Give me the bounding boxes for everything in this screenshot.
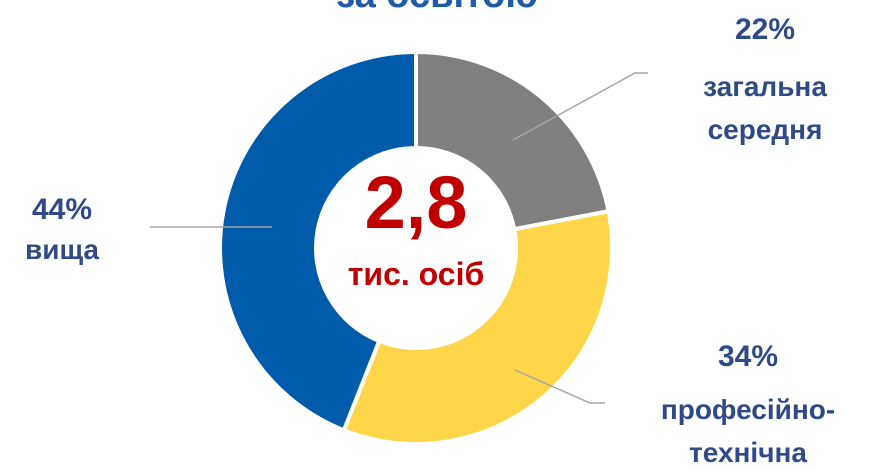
chart-title: за освітою bbox=[0, 0, 874, 17]
center-value: 2,8 bbox=[364, 161, 468, 244]
leader-line bbox=[514, 369, 605, 404]
center-unit: тис. осіб bbox=[347, 256, 485, 292]
value-label: 44% bbox=[31, 193, 93, 226]
category-label: професійно-технічна bbox=[660, 394, 836, 468]
category-label: загальна середня bbox=[703, 71, 827, 145]
slice bbox=[414, 49, 611, 232]
category-label: вища bbox=[25, 234, 99, 265]
slice bbox=[341, 208, 614, 446]
value-label: 34% bbox=[717, 340, 779, 373]
value-label: 22% bbox=[734, 13, 796, 46]
slice bbox=[218, 49, 418, 433]
leader-line bbox=[512, 72, 648, 141]
